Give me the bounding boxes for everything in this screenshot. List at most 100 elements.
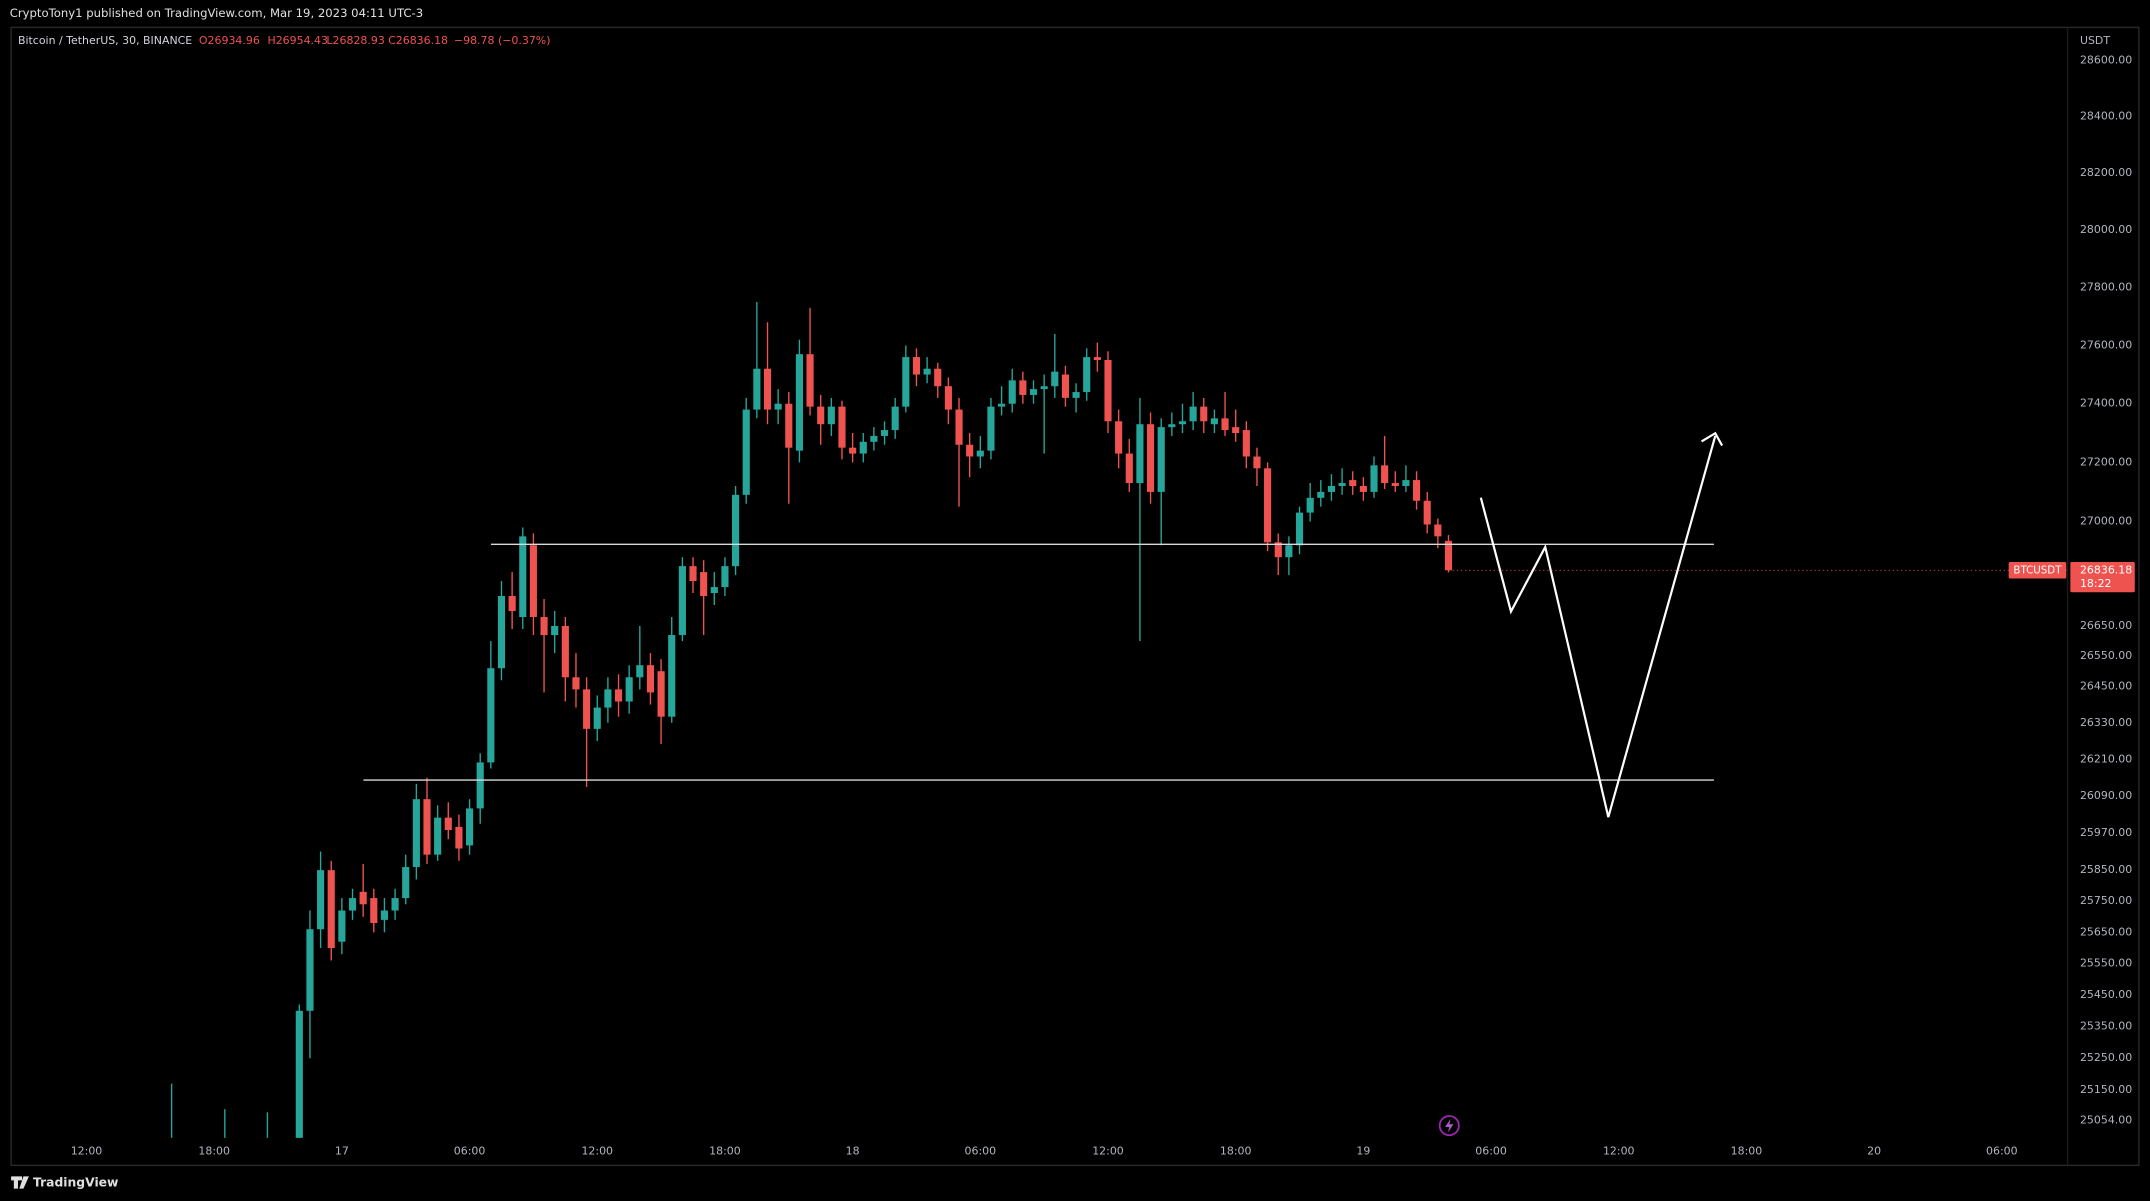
y-tick-label: 25850.00 xyxy=(2080,863,2132,876)
y-tick-label: 25054.00 xyxy=(2080,1114,2132,1127)
x-tick-label: 06:00 xyxy=(454,1145,486,1158)
candle-body xyxy=(423,799,431,855)
candle-body xyxy=(327,870,335,948)
candle-body xyxy=(880,430,889,436)
y-tick-label: 25750.00 xyxy=(2080,894,2132,907)
candle-body xyxy=(785,403,793,448)
brand-logo: TradingView xyxy=(11,1176,118,1190)
candle-body xyxy=(1019,380,1027,395)
currency: USDT xyxy=(2080,34,2110,47)
y-tick-label: 25650.00 xyxy=(2080,925,2132,938)
x-tick-label: 12:00 xyxy=(1603,1145,1635,1158)
y-tick-label: 26330.00 xyxy=(2080,716,2132,729)
candle-body xyxy=(732,494,740,567)
candle-body xyxy=(1178,421,1187,425)
y-tick-label: 25970.00 xyxy=(2080,826,2132,839)
candle-body xyxy=(1274,542,1282,558)
candle-body xyxy=(1136,424,1144,484)
x-tick-label: 12:00 xyxy=(581,1145,613,1158)
candle-body xyxy=(1242,430,1250,457)
candle-body xyxy=(1146,424,1155,492)
candle-body xyxy=(380,910,389,920)
candle-body xyxy=(1423,500,1431,525)
candle-body xyxy=(1295,512,1304,546)
candle-body xyxy=(1402,480,1410,486)
candle-body xyxy=(774,403,782,410)
y-tick-label: 28400.00 xyxy=(2080,110,2132,123)
y-tick-label: 26550.00 xyxy=(2080,649,2132,662)
projection-arrowhead xyxy=(1700,431,1724,447)
candle-body xyxy=(1349,480,1357,486)
candle-body xyxy=(976,450,984,457)
x-tick-label: 06:00 xyxy=(965,1145,997,1158)
candle-body xyxy=(391,898,399,911)
candle-body xyxy=(317,870,325,930)
candle-body xyxy=(710,587,718,594)
candle-body xyxy=(795,354,803,451)
candle-body xyxy=(1008,380,1016,404)
candle-body xyxy=(1370,465,1378,492)
x-tick-label: 20 xyxy=(1867,1145,1881,1158)
candle-body xyxy=(476,762,484,809)
candle-body xyxy=(1072,392,1080,398)
candle-body xyxy=(1189,406,1197,422)
x-tick-label: 18:00 xyxy=(1731,1145,1763,1158)
candle-body xyxy=(1264,468,1272,543)
candle-body xyxy=(572,677,580,690)
candle-body xyxy=(753,368,761,410)
candle-body xyxy=(1029,389,1038,395)
candle-body xyxy=(987,406,995,451)
candle-body xyxy=(721,566,729,588)
candle-body xyxy=(849,447,857,454)
y-tick-label: 27200.00 xyxy=(2080,455,2132,468)
candle-body xyxy=(604,689,612,708)
candle-body xyxy=(646,665,655,693)
symbol-title: Bitcoin / TetherUS, 30, BINANCE xyxy=(18,34,192,47)
ohlc-legend: H26954.43 xyxy=(267,34,328,47)
chart-panel xyxy=(10,26,2140,1167)
price-tag-text: 26836.18 xyxy=(2080,563,2132,576)
candle-body xyxy=(1221,418,1229,431)
candle-body xyxy=(742,409,750,495)
candle-body xyxy=(763,368,772,410)
candle-body xyxy=(1200,406,1208,422)
x-tick-label: 18:00 xyxy=(709,1145,741,1158)
candle-body xyxy=(1125,453,1133,484)
y-tick-label: 26450.00 xyxy=(2080,679,2132,692)
candle-body xyxy=(1061,374,1069,398)
candle-body xyxy=(657,671,665,717)
candle-body xyxy=(1157,427,1165,492)
candle-body xyxy=(1444,540,1453,571)
y-tick-label: 28200.00 xyxy=(2080,166,2132,179)
y-tick-label: 25250.00 xyxy=(2080,1051,2132,1064)
candle-body xyxy=(817,406,825,425)
candle-body xyxy=(359,891,367,905)
candle-body xyxy=(614,689,623,702)
candle-body xyxy=(891,406,899,431)
candle-body xyxy=(625,677,633,702)
candle-body xyxy=(497,596,506,669)
event-icon[interactable] xyxy=(1438,1115,1460,1137)
event-icon-bolt xyxy=(1445,1118,1454,1133)
x-tick-label: 18 xyxy=(846,1145,860,1158)
candles xyxy=(170,302,1453,1138)
candle-body xyxy=(668,635,676,717)
x-tick-label: 18:00 xyxy=(1220,1145,1252,1158)
candle-body xyxy=(370,898,378,923)
candle-body xyxy=(912,357,921,375)
candle-body xyxy=(1434,524,1442,537)
candle-body xyxy=(455,826,463,849)
symbol-tag xyxy=(2008,562,2067,579)
x-tick-label: 12:00 xyxy=(71,1145,103,1158)
candle-body xyxy=(678,566,686,636)
ohlc-legend: C26836.18 xyxy=(388,34,448,47)
y-tick-label: 27800.00 xyxy=(2080,281,2132,294)
ohlc-legend: O26934.96 xyxy=(199,34,260,47)
ohlc-legend: L26828.93 xyxy=(326,34,384,47)
candle-body xyxy=(412,799,420,868)
candle-body xyxy=(1104,359,1112,422)
candle-body xyxy=(444,817,452,830)
y-tick-label: 27000.00 xyxy=(2080,515,2132,528)
candle-body xyxy=(402,867,410,899)
candle-body xyxy=(636,665,644,678)
